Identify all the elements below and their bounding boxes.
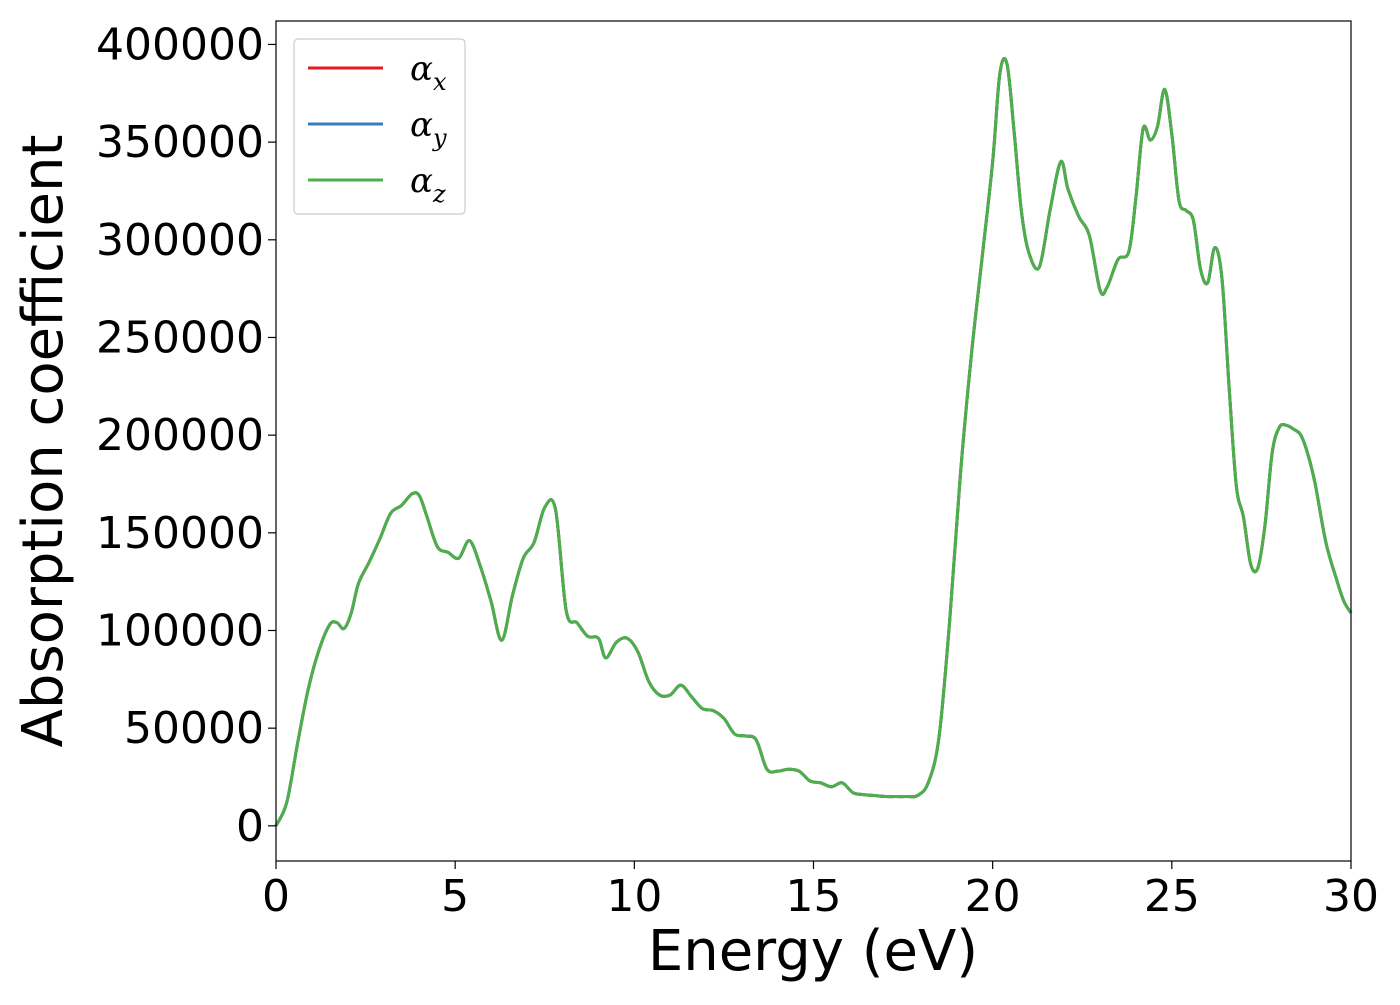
x-axis-ticks: 0 5 10 15 20 25 30: [262, 861, 1379, 922]
legend-label-x: αx: [410, 49, 447, 96]
legend-label-symbol: α: [410, 161, 433, 201]
y-axis-ticks: 0 50000 100000 150000 200000 250000 300000 3500…: [96, 19, 276, 852]
legend-label-z: αz: [410, 161, 446, 208]
legend-label-subscript: x: [433, 68, 447, 96]
x-tick-label: 20: [965, 871, 1021, 922]
x-tick-label: 30: [1323, 871, 1379, 922]
x-tick-label: 15: [786, 871, 842, 922]
y-axis-title: Absorption coefficient: [11, 135, 76, 748]
legend-box: [293, 38, 466, 215]
legend-label-symbol: α: [410, 105, 433, 145]
y-tick-label: 400000: [96, 19, 264, 70]
x-tick-label: 25: [1144, 871, 1200, 922]
x-tick-label: 0: [262, 871, 290, 922]
x-axis-title: Energy (eV): [648, 919, 978, 984]
legend-label-symbol: α: [410, 49, 433, 89]
y-tick-label: 50000: [124, 703, 264, 754]
y-tick-label: 150000: [96, 508, 264, 559]
legend-label-subscript: z: [432, 180, 446, 208]
y-tick-label: 200000: [96, 410, 264, 461]
y-tick-label: 350000: [96, 117, 264, 168]
y-tick-label: 300000: [96, 215, 264, 266]
series-layer: [274, 56, 1353, 827]
y-tick-label: 100000: [96, 605, 264, 656]
y-tick-label: 0: [236, 801, 264, 852]
x-tick-label: 10: [606, 871, 662, 922]
series-line-z: [274, 56, 1353, 827]
legend-label-subscript: y: [432, 124, 447, 152]
legend-label-y: αy: [410, 105, 447, 152]
x-tick-label: 5: [441, 871, 469, 922]
y-tick-label: 250000: [96, 312, 264, 363]
